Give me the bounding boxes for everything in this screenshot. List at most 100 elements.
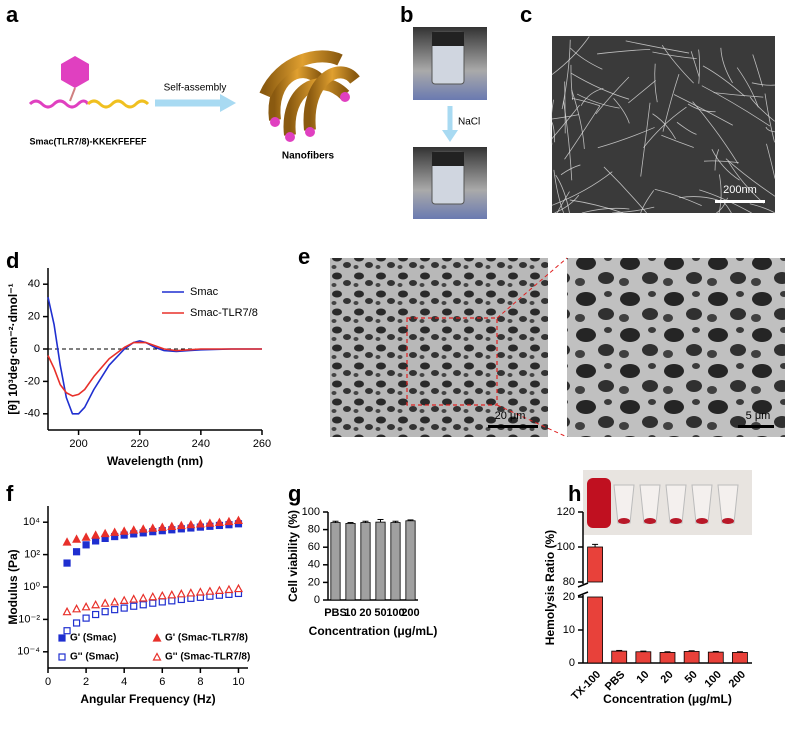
tube-photo [583, 470, 752, 535]
x-axis-title: Concentration (μg/mL) [309, 624, 438, 638]
fiber [713, 92, 764, 98]
fiber [765, 126, 776, 133]
bar [659, 652, 676, 664]
arrow-label: Self-assembly [164, 83, 227, 94]
marker [63, 559, 71, 567]
bar [360, 522, 371, 601]
marker [224, 516, 234, 526]
scale-label: 20 μm [495, 410, 526, 422]
bar [345, 523, 356, 601]
fiber [555, 174, 570, 214]
scale-label: 200nm [723, 184, 757, 196]
x-tick-label: PBS [603, 669, 627, 693]
fiber [625, 40, 690, 54]
marker [101, 608, 109, 616]
zoom-box [406, 317, 498, 406]
panel-label: a [6, 2, 19, 27]
fiber [553, 169, 565, 214]
fiber [551, 36, 590, 75]
marker [224, 584, 234, 594]
marker [81, 602, 91, 611]
fiber [564, 105, 601, 160]
fiber [718, 174, 722, 214]
y-tick-label: 20 [28, 311, 40, 323]
fiber [571, 72, 630, 100]
fiber [702, 65, 745, 97]
marker [110, 597, 120, 606]
marker [176, 520, 186, 530]
fiber [687, 103, 716, 113]
marker [119, 595, 129, 604]
fiber [576, 93, 620, 109]
fiber [749, 96, 775, 122]
marker [233, 583, 243, 593]
x-tick-label: 6 [159, 676, 165, 688]
legend-label: Smac [190, 286, 219, 298]
fiber [551, 122, 556, 143]
y-tick-label: 0 [314, 594, 320, 606]
x-tick-label: 10 [634, 669, 651, 686]
legend-label: G' (Smac) [70, 633, 116, 644]
y-tick-label: -20 [24, 375, 40, 387]
marker [152, 652, 162, 661]
fiber [749, 203, 776, 214]
x-tick-label: 50 [374, 607, 386, 619]
fiber [725, 158, 776, 197]
fiber [571, 98, 600, 107]
fiber [714, 149, 720, 171]
x-tick-label: 200 [401, 607, 419, 619]
x-tick-label: 220 [131, 438, 149, 450]
marker [158, 598, 166, 606]
marker [100, 528, 110, 538]
legend-label: G'' (Smac-TLR7/8) [165, 652, 250, 663]
panel-label: f [6, 481, 14, 506]
marker [167, 590, 177, 599]
fiber [560, 164, 581, 176]
y-tick-label: 20 [563, 591, 575, 603]
tem-fibers [550, 36, 776, 214]
x-tick-label: 260 [253, 438, 271, 450]
fiber [640, 190, 655, 214]
y-axis-title: Hemolysis Ratio (%) [543, 530, 557, 645]
axis-break [577, 591, 589, 597]
fiber [673, 94, 733, 126]
x-axis-title: Concentration (μg/mL) [603, 692, 732, 706]
marker [167, 521, 177, 531]
marker [138, 524, 148, 533]
bar [405, 520, 416, 601]
y-tick-label: 100 [557, 541, 575, 553]
bar [611, 650, 628, 664]
marker [139, 601, 147, 609]
x-tick-label: TX-100 [569, 669, 603, 703]
fiber [550, 99, 554, 145]
legend-label: G'' (Smac) [70, 652, 119, 663]
marker [168, 597, 176, 605]
fiber [563, 101, 573, 181]
scale-bar [488, 425, 538, 428]
fiber [752, 54, 763, 87]
marker [157, 590, 167, 600]
bar [732, 652, 748, 664]
peptide-label: Smac(TLR7/8)-KKEKFEFEF [29, 136, 147, 146]
x-tick-label: 10 [232, 676, 244, 688]
fiber [676, 121, 697, 135]
marker [176, 589, 186, 598]
y-tick-label: 100 [302, 506, 320, 518]
fiber [613, 98, 630, 124]
fiber [595, 76, 630, 115]
fiber [701, 85, 771, 127]
marker [110, 527, 120, 536]
legend-label: Smac-TLR7/8 [190, 307, 258, 319]
marker [92, 537, 100, 545]
fiber [597, 48, 651, 55]
x-tick-label: PBS [324, 607, 347, 619]
scale-bar [738, 425, 774, 428]
fiber [570, 64, 574, 100]
fiber [581, 207, 630, 214]
x-tick-label: 4 [121, 676, 127, 688]
fiber [751, 82, 776, 86]
marker [186, 519, 196, 529]
fiber [551, 171, 613, 206]
marker [148, 591, 158, 601]
marker [92, 610, 100, 619]
